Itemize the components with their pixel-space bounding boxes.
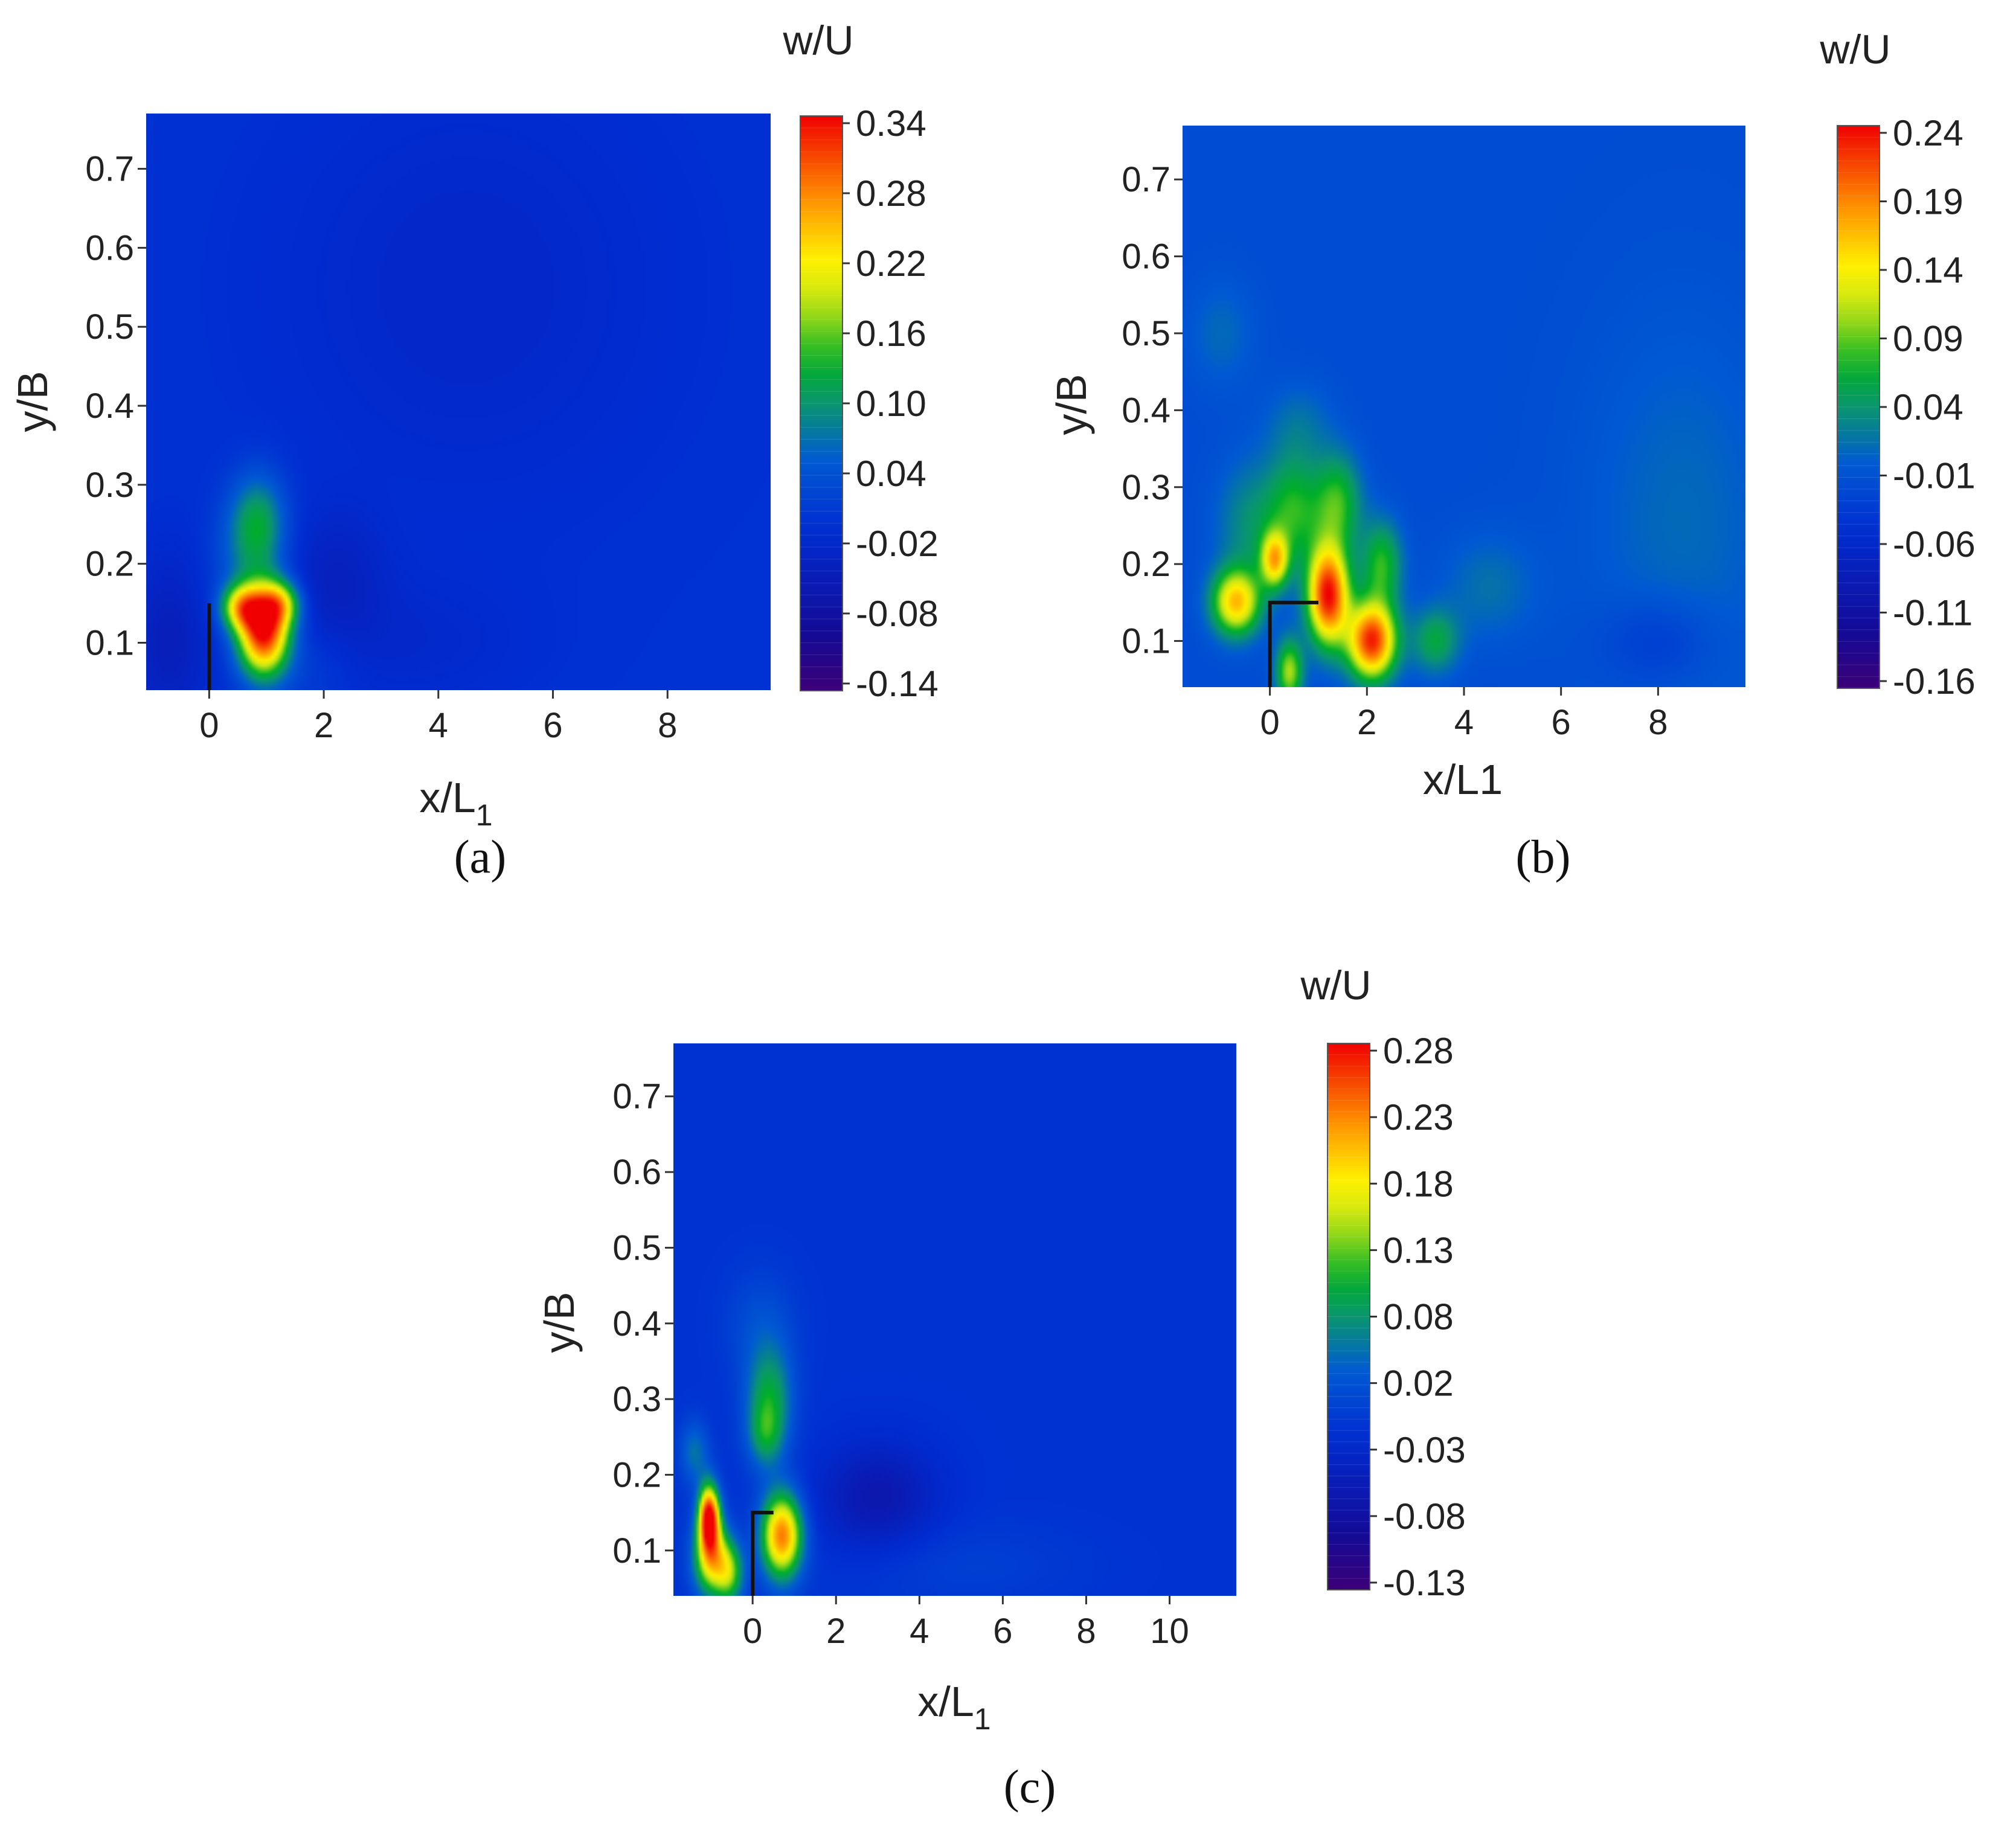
colorbar-tick-label: 0.28 <box>1383 1031 1454 1071</box>
y-tick-label: 0.6 <box>612 1153 661 1192</box>
colorbar-tick-label: 0.04 <box>856 453 926 494</box>
y-tick-label: 0.7 <box>612 1077 661 1116</box>
x-axis-label: x/L1 <box>917 1678 990 1736</box>
x-tick-label: 6 <box>543 706 562 745</box>
x-tick-label: 10 <box>1150 1612 1189 1651</box>
colorbar-title: w/U <box>1300 962 1371 1008</box>
y-tick-label: 0.6 <box>85 228 134 267</box>
y-axis-label: y/B <box>536 1292 583 1353</box>
panel-label: (b) <box>1516 830 1571 883</box>
colorbar-tick-label: 0.13 <box>1383 1230 1454 1270</box>
y-tick-label: 0.3 <box>1122 468 1170 507</box>
colorbar-tick-label: 0.22 <box>856 243 926 284</box>
chart-panel-0: 0 2 4 6 8 0.1 0.2 0.3 0.4 0.5 0.6 0.7 x/L1 y/B 0.34 0.2… <box>9 18 939 883</box>
colorbar-title: w/U <box>782 18 853 63</box>
colorbar-tick-label: -0.11 <box>1893 593 1973 633</box>
y-tick-label: 0.2 <box>612 1455 661 1494</box>
x-tick-label: 8 <box>658 706 677 745</box>
x-tick-label: 0 <box>1260 703 1279 742</box>
colorbar-tick-label: -0.08 <box>856 594 939 634</box>
colorbar-tick-label: 0.28 <box>856 173 926 214</box>
panel-label: (a) <box>454 830 507 883</box>
obstacle-outline <box>1268 600 1318 687</box>
colorbar-tick-label: 0.04 <box>1893 387 1963 427</box>
y-tick-label: 0.3 <box>85 466 134 505</box>
chart-panel-2: 0 2 4 6 8 10 0.1 0.2 0.3 0.4 0.5 0.6 0.7 x/L1 y/B 0.28 0… <box>536 962 1466 1813</box>
colorbar-tick-label: -0.08 <box>1383 1496 1466 1537</box>
colorbar-tick-label: 0.23 <box>1383 1097 1454 1138</box>
colorbar-tick-label: 0.24 <box>1893 113 1963 153</box>
x-tick-label: 8 <box>1648 703 1668 742</box>
colorbar <box>1837 125 1880 689</box>
y-tick-label: 0.2 <box>1122 545 1170 584</box>
colorbar <box>800 115 843 691</box>
y-tick-label: 0.4 <box>612 1304 661 1343</box>
colorbar-tick-label: 0.08 <box>1383 1297 1454 1337</box>
colorbar-tick-label: -0.14 <box>856 664 939 704</box>
colorbar-tick-label: 0.18 <box>1383 1164 1454 1204</box>
x-tick-label: 2 <box>314 706 333 745</box>
y-axis-label: y/B <box>1048 374 1095 435</box>
colorbar-tick-label: 0.09 <box>1893 319 1963 359</box>
y-axis-label: y/B <box>9 371 56 432</box>
y-tick-label: 0.4 <box>85 386 134 426</box>
y-tick-label: 0.5 <box>1122 314 1170 353</box>
x-tick-label: 2 <box>1357 703 1376 742</box>
heatmap-field <box>673 1043 1236 1596</box>
y-tick-label: 0.7 <box>1122 160 1170 199</box>
y-tick-label: 0.5 <box>85 307 134 347</box>
y-tick-label: 0.2 <box>85 545 134 584</box>
y-tick-label: 0.6 <box>1122 237 1170 277</box>
colorbar-tick-label: 0.19 <box>1893 182 1963 222</box>
panel-label: (c) <box>1004 1760 1056 1813</box>
y-tick-label: 0.5 <box>612 1228 661 1267</box>
x-tick-label: 4 <box>1454 703 1474 742</box>
colorbar-tick-label: 0.02 <box>1383 1363 1454 1404</box>
colorbar-tick-label: -0.03 <box>1383 1430 1466 1470</box>
x-tick-label: 6 <box>1552 703 1571 742</box>
colorbar-tick-label: -0.16 <box>1893 661 1976 702</box>
colorbar-tick-label: -0.02 <box>856 524 939 564</box>
chart-panel-1: 0 2 4 6 8 0.1 0.2 0.3 0.4 0.5 0.6 0.7 x/L1 y/B 0.24 0.1… <box>1048 27 1976 883</box>
x-tick-label: 2 <box>826 1612 846 1651</box>
y-tick-label: 0.1 <box>612 1531 661 1571</box>
colorbar <box>1327 1043 1370 1590</box>
colorbar-tick-label: 0.16 <box>856 313 926 354</box>
x-axis-label: x/L1 <box>419 774 492 832</box>
obstacle-outline <box>751 1511 774 1596</box>
colorbar-tick-label: 0.10 <box>856 383 926 424</box>
y-tick-label: 0.1 <box>1122 622 1170 661</box>
colorbar-tick-label: 0.34 <box>856 103 926 144</box>
x-tick-label: 4 <box>910 1612 929 1651</box>
colorbar-tick-label: 0.14 <box>1893 250 1963 290</box>
colorbar-tick-label: -0.13 <box>1383 1563 1466 1603</box>
y-tick-label: 0.7 <box>85 150 134 189</box>
x-tick-label: 8 <box>1076 1612 1096 1651</box>
y-tick-label: 0.4 <box>1122 391 1170 430</box>
x-tick-label: 4 <box>429 706 448 745</box>
colorbar-tick-label: -0.01 <box>1893 456 1976 496</box>
y-tick-label: 0.3 <box>612 1380 661 1419</box>
x-tick-label: 0 <box>743 1612 762 1651</box>
x-tick-label: 0 <box>199 706 219 745</box>
heatmap-field <box>146 114 771 690</box>
x-tick-label: 6 <box>993 1612 1012 1651</box>
colorbar-title: w/U <box>1819 27 1890 72</box>
x-axis-label: x/L1 <box>1423 756 1503 803</box>
heatmap-field <box>1183 126 1745 687</box>
y-tick-label: 0.1 <box>85 624 134 663</box>
colorbar-tick-label: -0.06 <box>1893 524 1976 565</box>
